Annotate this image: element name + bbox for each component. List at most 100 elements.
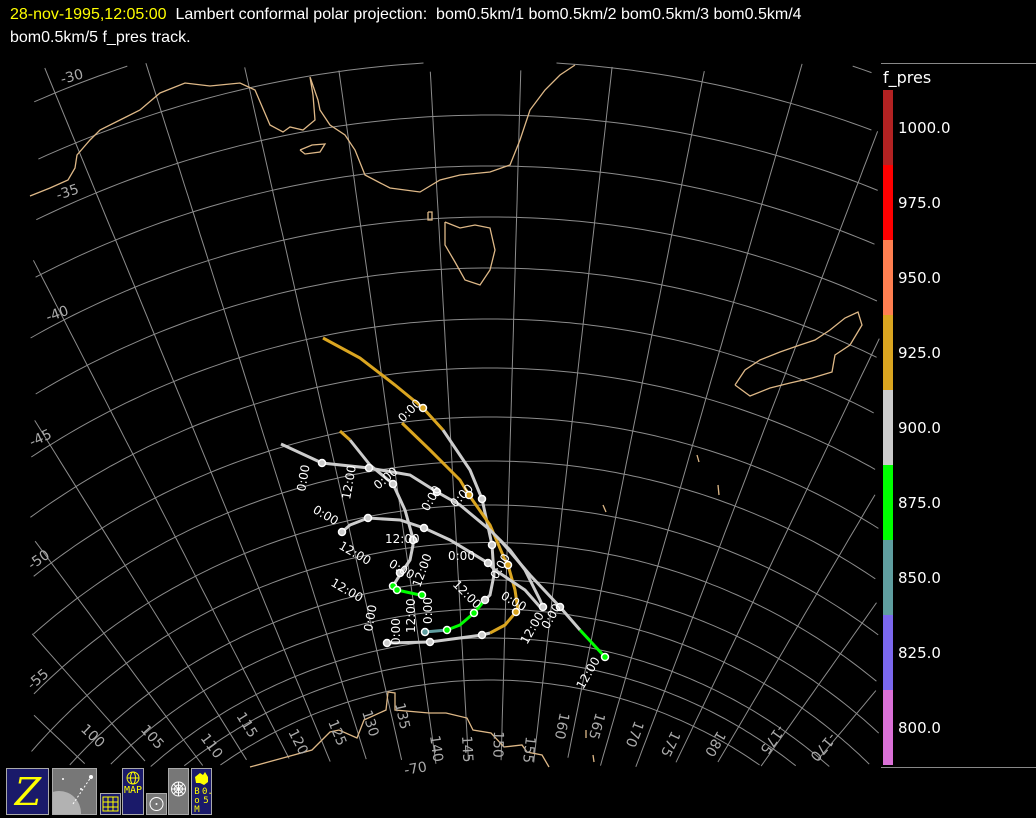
target-circle-icon [149, 797, 164, 811]
bom-tool-button[interactable]: BoM 0.5 [191, 768, 212, 815]
track-point-marker [469, 608, 479, 618]
legend-label: 825.0 [898, 644, 941, 662]
latitude-line [35, 267, 877, 395]
coastline [299, 143, 327, 155]
latitude-line [220, 679, 760, 766]
longitude-line [33, 714, 86, 764]
latitude-label: -30 [59, 66, 85, 87]
legend-label: 900.0 [898, 419, 941, 437]
projection-title: Lambert conformal polar projection: bom0… [166, 6, 802, 23]
latitude-label: -55 [24, 666, 52, 693]
legend-label: 950.0 [898, 269, 941, 287]
track-segment [498, 539, 582, 631]
latitude-label: -50 [25, 547, 53, 573]
track-point-marker [511, 607, 521, 617]
longitude-line [817, 690, 877, 760]
track-segment [341, 516, 542, 608]
longitude-label: -170 [806, 729, 839, 764]
legend-top-rule [881, 63, 1036, 64]
track-time-label: 0:00 [389, 618, 403, 645]
track-point-marker [538, 602, 548, 612]
longitude-line [34, 420, 247, 761]
longitude-label: 165 [585, 711, 608, 741]
z-icon: Z [14, 770, 42, 814]
longitude-line [145, 63, 367, 760]
track-point-marker [483, 558, 493, 568]
track-time-label: 0:00 [421, 597, 435, 624]
track-time-label: 0:00 [361, 604, 379, 633]
latitude-line [38, 62, 424, 160]
track-point-marker [442, 625, 452, 635]
longitude-line [44, 67, 331, 762]
latitude-line [33, 504, 879, 695]
latitude-line [36, 114, 878, 221]
latitude-label: -35 [54, 182, 81, 204]
grid-icon [102, 796, 119, 812]
track-time-label: 0:00 [418, 483, 444, 513]
longitude-line [338, 70, 437, 764]
latitude-label: -45 [27, 426, 54, 450]
australia-icon [195, 772, 208, 785]
track-point-marker [464, 490, 474, 500]
map-tool-button[interactable]: MAP [122, 768, 144, 815]
longitude-label: 150 [489, 731, 506, 758]
longitude-label: 160 [551, 711, 572, 740]
zaxis-tool-button[interactable]: Z [6, 768, 49, 815]
longitude-label: 170 [622, 719, 646, 750]
coastline [602, 504, 607, 513]
latitude-line [30, 216, 878, 339]
longitude-label: 125 [324, 717, 349, 748]
track-point-marker [392, 585, 402, 595]
legend-label: 850.0 [898, 569, 941, 587]
bom-resolution-label: 0.5 [202, 787, 212, 806]
legend-swatch [883, 240, 893, 315]
legend-swatch [883, 690, 893, 765]
globe-icon [126, 771, 140, 785]
satellite-image-button[interactable] [52, 768, 97, 815]
latitude-line [556, 62, 872, 131]
longitude-label: 130 [358, 708, 381, 738]
legend-label: 800.0 [898, 719, 941, 737]
coastline [696, 454, 700, 463]
track-time-label: 12:00 [573, 655, 602, 692]
track-time-label: 0:00 [294, 464, 312, 493]
latitude-line [33, 416, 879, 577]
track-time-label: 12:00 [329, 575, 366, 604]
legend-swatch [883, 465, 893, 540]
satellite-image-icon [53, 775, 93, 814]
coastline [427, 211, 433, 221]
longitude-line [567, 71, 705, 758]
longitude-label: 140 [426, 734, 446, 763]
track-point-marker [600, 652, 610, 662]
legend-swatch [883, 540, 893, 615]
longitude-line [429, 71, 469, 761]
longitude-label: 115 [233, 710, 261, 741]
timestamp: 28-nov-1995,12:05:00 [10, 6, 167, 23]
latitude-label: -70 [403, 759, 428, 779]
grid-tool-button[interactable] [100, 793, 121, 815]
track-point-marker [480, 595, 490, 605]
title-line-1: 28-nov-1995,12:05:00 Lambert conformal p… [10, 6, 802, 24]
legend-label: 925.0 [898, 344, 941, 362]
storm-tracks [280, 336, 610, 662]
track-segment [322, 336, 445, 432]
track-point-marker [317, 458, 327, 468]
legend-swatch [883, 90, 893, 165]
legend-swatch [883, 615, 893, 690]
graticule [30, 62, 880, 767]
point-tool-button[interactable] [146, 793, 167, 815]
longitude-label: 105 [137, 722, 167, 753]
latitude-line [35, 165, 875, 278]
track-point-marker [417, 590, 427, 600]
longitude-line [31, 633, 146, 762]
bom-label: BoM [194, 787, 200, 815]
web-tool-button[interactable] [168, 768, 189, 815]
track-segment [338, 429, 352, 442]
track-point-marker [420, 627, 430, 637]
track-segment [446, 599, 487, 632]
coastline [717, 484, 720, 496]
longitude-label: 135 [391, 701, 413, 731]
longitude-line [500, 70, 522, 761]
legend-swatch [883, 315, 893, 390]
